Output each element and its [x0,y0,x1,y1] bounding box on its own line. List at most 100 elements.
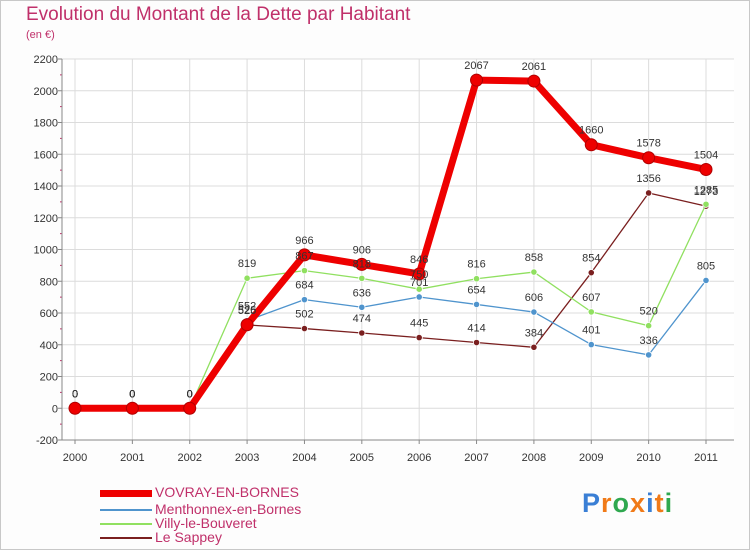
y-tick-label: 1200 [34,213,58,225]
data-label-0: 2061 [522,61,546,73]
data-point-2 [645,322,653,330]
data-point-0 [125,401,139,415]
data-point-1 [415,293,423,301]
data-label-2: 858 [525,252,543,264]
data-point-3 [300,324,309,333]
x-tick-label: 2010 [636,452,660,464]
y-tick-label: 1400 [34,181,58,193]
data-label-1: 0 [72,388,78,400]
data-label-1: 701 [410,277,428,289]
data-point-1 [530,308,538,316]
data-point-1 [702,276,710,285]
data-label-3: 1273 [694,186,718,198]
x-tick-label: 2002 [177,452,201,464]
data-label-1: 401 [582,325,600,337]
data-point-3 [415,334,423,342]
data-point-0 [355,257,369,271]
data-label-0: 526 [238,305,256,317]
data-label-1: 606 [525,292,543,304]
legend-label: Le Sappey [155,529,222,545]
x-tick-label: 2007 [464,452,488,464]
logo-letter: i [646,488,655,518]
x-tick-label: 2003 [235,452,259,464]
data-label-0: 906 [353,244,371,256]
y-tick-label: 200 [40,372,58,384]
data-label-1: 336 [639,335,657,347]
data-label-0: 1578 [636,138,660,150]
data-point-0 [412,267,426,281]
data-label-0: 966 [295,235,313,247]
data-point-1 [358,303,366,311]
data-point-2 [587,308,595,316]
data-label-0: 2067 [464,60,488,72]
data-point-2 [702,200,710,208]
data-label-0: 0 [72,388,78,400]
data-label-0: 1504 [694,149,718,161]
legend-swatch [100,509,152,511]
chart-unit: (en €) [26,29,55,41]
data-label-3: 414 [467,323,485,335]
data-label-3: 384 [525,327,543,339]
data-label-2: 0 [187,388,193,400]
data-point-0 [584,138,598,152]
legend-label: Villy-le-Bouveret [155,515,257,531]
data-label-2: 0 [129,388,135,400]
series-line-0 [75,76,707,412]
legend-label: Menthonnex-en-Bornes [155,501,302,517]
x-tick-label: 2008 [522,452,546,464]
data-point-3 [472,338,481,347]
data-label-2: 819 [238,258,256,270]
data-point-1 [645,351,653,359]
y-tick-label: 800 [40,276,58,288]
data-point-1 [587,340,595,349]
logo-letter: o [612,488,631,518]
data-label-2: 0 [72,388,78,400]
data-label-3: 1356 [636,173,660,185]
data-point-0 [297,248,311,262]
x-tick-label: 2011 [694,452,718,464]
y-tick-label: 400 [40,340,58,352]
data-point-3 [530,343,538,351]
data-label-0: 0 [129,388,135,400]
data-point-1 [472,300,481,309]
data-point-0 [642,151,656,165]
data-label-1: 805 [697,260,715,272]
legend-label: VOVRAY-EN-BORNES [155,484,299,500]
data-label-0: 1660 [579,125,603,137]
y-tick-label: 1600 [34,149,58,161]
data-label-3: 0 [72,388,78,400]
data-label-2: 520 [639,306,657,318]
data-point-2 [415,285,423,293]
data-label-3: 502 [295,309,313,321]
data-label-3: 445 [410,318,428,330]
x-tick-label: 2004 [292,452,316,464]
data-point-0 [699,162,713,176]
data-label-0: 0 [187,388,193,400]
x-tick-label: 2001 [120,452,144,464]
data-label-0: 846 [410,254,428,266]
data-label-2: 867 [295,251,313,263]
data-label-2: 816 [467,259,485,271]
data-label-2: 750 [410,269,428,281]
data-point-3 [587,269,595,277]
data-label-3: 0 [187,388,193,400]
data-label-1: 654 [467,284,485,296]
data-point-2 [472,275,481,283]
x-tick-label: 2009 [579,452,603,464]
y-tick-label: 0 [52,403,58,415]
logo-letter: x [630,488,647,518]
data-label-1: 636 [353,287,371,299]
data-point-2 [243,274,251,282]
data-point-2 [300,267,309,275]
data-point-2 [530,268,538,276]
legend-swatch [100,537,152,539]
data-point-0 [470,73,484,87]
data-point-3 [358,329,366,337]
y-tick-label: 1000 [34,245,58,257]
chart-title: Evolution du Montant de la Dette par Hab… [26,4,411,25]
data-point-2 [358,274,366,282]
data-label-3: 525 [238,305,256,317]
data-point-3 [645,189,653,197]
x-tick-label: 2005 [350,452,374,464]
